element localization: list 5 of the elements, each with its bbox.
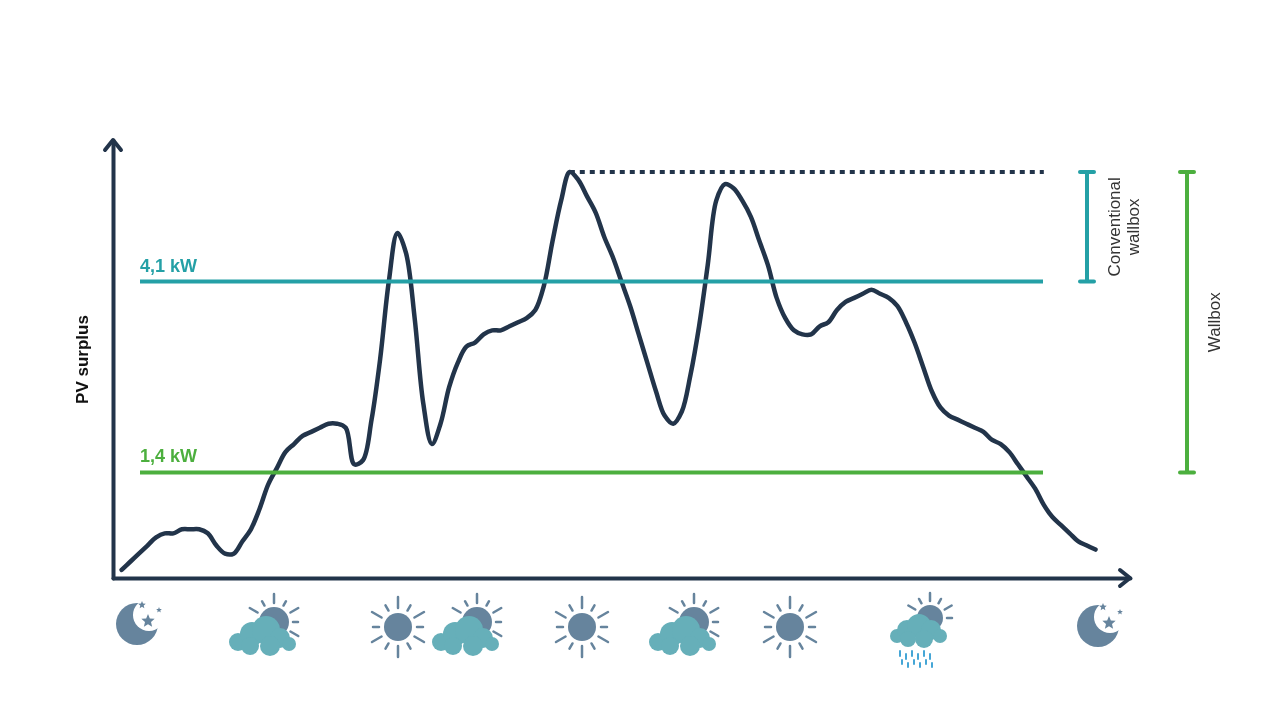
y-axis-title: PV surplus: [72, 315, 92, 404]
ref-line-label: 4,1 kW: [140, 255, 198, 276]
text: Conventional wallbox: [1105, 177, 1143, 277]
ref-line-label: 1,4 kW: [140, 446, 198, 467]
text: Wallbox: [1205, 291, 1224, 353]
